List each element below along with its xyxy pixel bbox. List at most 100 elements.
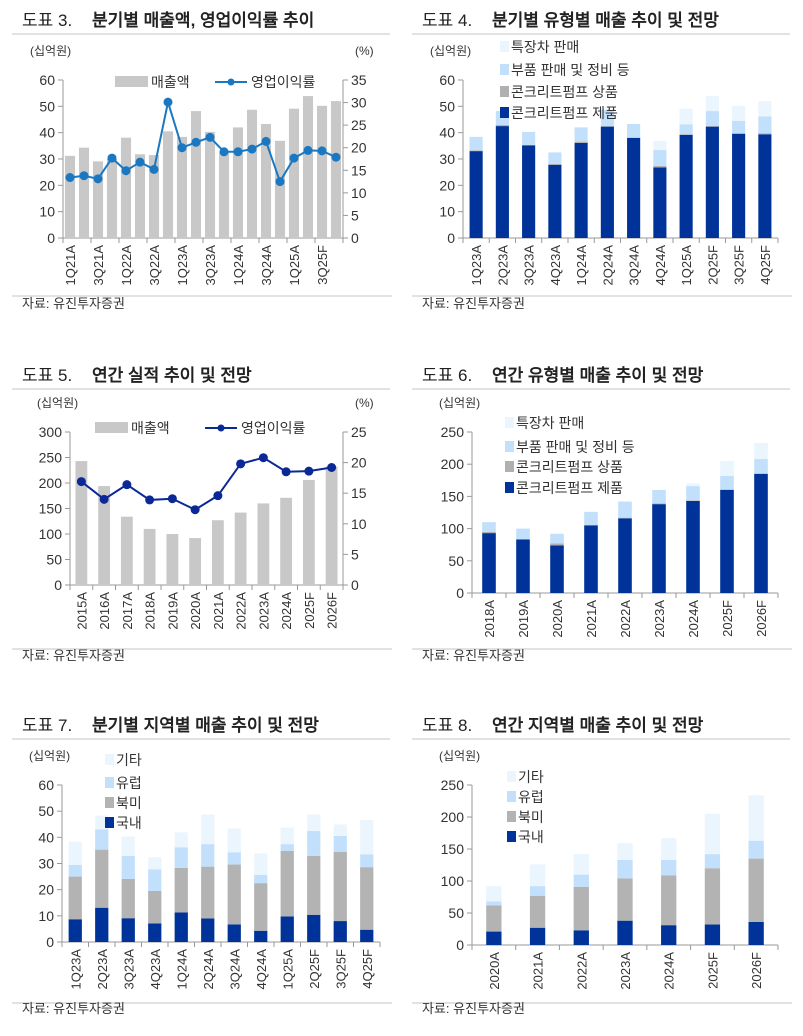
x-tick-label: 2022A — [618, 600, 633, 638]
legend-label: 국내 — [518, 829, 544, 845]
y-tick-label: 20 — [39, 177, 55, 193]
bar-segment — [325, 466, 338, 585]
bar-segment — [360, 929, 374, 942]
y-tick-label: 250 — [441, 424, 465, 440]
bar-segment — [732, 120, 746, 134]
line-point — [190, 505, 200, 515]
x-tick-label: 1Q21A — [63, 245, 78, 286]
bar-segment — [333, 824, 347, 837]
bar-segment — [148, 155, 160, 238]
legend-label: 콘크리트펌프 제품 — [516, 480, 623, 496]
y-tick-label: 0 — [456, 937, 464, 953]
chart-panel-8: 도표 8. 연간 지역별 매출 추이 및 전망 (십억원) 0 50 100 150 200 2… — [400, 705, 800, 1035]
x-tick-label: 2022A — [234, 592, 249, 630]
line-point — [121, 166, 131, 176]
bar-segment — [679, 124, 693, 135]
y2-tick-label: 20 — [351, 455, 367, 471]
title-divider — [412, 33, 790, 35]
x-tick-label: 4Q25F — [360, 949, 375, 989]
bar-segment — [234, 512, 247, 585]
bar-segment — [227, 864, 241, 925]
bar-segment — [574, 142, 588, 238]
chart-panel-5: 도표 5. 연간 실적 추이 및 전망 (십억원) (%) 0 50 100 150 200 25… — [0, 355, 400, 685]
x-tick-label: 2023A — [618, 952, 633, 990]
bar-segment — [600, 126, 614, 127]
bar-segment — [686, 500, 700, 593]
line-point — [93, 174, 103, 184]
title-divider — [12, 33, 390, 35]
bar-segment — [529, 864, 546, 887]
bar-segment — [260, 123, 272, 238]
bar-segment — [522, 145, 536, 238]
bar-segment — [211, 520, 224, 585]
bar-segment — [482, 533, 496, 593]
bar-segment — [720, 460, 734, 476]
x-tick-label: 1Q23A — [175, 245, 190, 286]
bar-segment — [482, 531, 496, 534]
figure-number: 도표 4. — [422, 11, 473, 30]
x-tick-label: 2018A — [143, 592, 158, 630]
legend-label: 유럽 — [518, 789, 544, 805]
line-point — [331, 152, 341, 162]
line-point — [258, 453, 268, 463]
bar-segment — [190, 111, 202, 238]
legend-label: 북미 — [116, 795, 142, 811]
bar-segment — [652, 504, 666, 593]
y-tick-label: 300 — [39, 424, 63, 440]
source-note: 자료: 유진투자증권 — [422, 648, 525, 663]
bar-segment — [661, 875, 677, 926]
y-tick-label: 0 — [456, 585, 464, 601]
legend-swatch — [105, 797, 114, 808]
x-tick-label: 1Q25A — [280, 949, 295, 990]
x-tick-label: 2024A — [279, 592, 294, 630]
bar-segment — [330, 101, 342, 238]
bar-segment — [686, 483, 700, 487]
bar-segment — [600, 109, 614, 127]
bar-segment — [754, 459, 768, 474]
source-note: 자료: 유진투자증권 — [422, 1001, 525, 1016]
legend-label: 기타 — [518, 769, 544, 785]
bar-segment — [78, 147, 90, 238]
x-tick-label: 2021A — [211, 592, 226, 630]
y-tick-label: 100 — [441, 873, 465, 889]
bar-segment — [64, 155, 76, 238]
bar-segment — [227, 828, 241, 853]
y-tick-label: 0 — [447, 230, 455, 246]
bar-segment — [176, 136, 188, 238]
legend-swatch — [507, 771, 516, 782]
y-axis-unit: (십억원) — [30, 44, 71, 58]
bar-segment — [174, 867, 188, 913]
legend-point-marker — [217, 424, 225, 432]
x-tick-label: 1Q23A — [469, 245, 484, 286]
y-tick-label: 60 — [39, 72, 55, 88]
x-tick-label: 1Q23A — [68, 949, 83, 990]
y-tick-label: 50 — [439, 98, 455, 114]
x-tick-label: 3Q23A — [121, 949, 136, 990]
bar-segment — [661, 859, 677, 876]
bar-segment — [679, 134, 693, 135]
bar-segment — [705, 96, 719, 112]
bar-segment — [148, 923, 162, 942]
line-point — [289, 153, 299, 163]
x-tick-label: 3Q23A — [522, 245, 537, 286]
x-tick-label: 2021A — [584, 600, 599, 638]
bar-segment — [316, 105, 328, 238]
y2-tick-label: 0 — [351, 230, 359, 246]
y2-tick-label: 20 — [351, 140, 367, 156]
bar-segment — [550, 543, 564, 546]
y-tick-label: 250 — [39, 450, 63, 466]
legend-label: 영업이익률 — [241, 420, 306, 436]
figure-number: 도표 6. — [422, 366, 473, 385]
bar-segment — [486, 901, 502, 906]
bar-segment — [573, 930, 589, 945]
y-tick-label: 10 — [439, 204, 455, 220]
bar-segment — [95, 849, 109, 908]
x-tick-label: 2025F — [705, 952, 720, 989]
y2-tick-label: 35 — [351, 72, 367, 88]
bar-segment — [307, 855, 321, 915]
x-tick-label: 2026F — [754, 600, 769, 637]
y-tick-label: 10 — [39, 204, 55, 220]
x-tick-label: 3Q25F — [333, 949, 348, 989]
legend-swatch — [105, 754, 114, 765]
bar-segment — [174, 912, 188, 942]
